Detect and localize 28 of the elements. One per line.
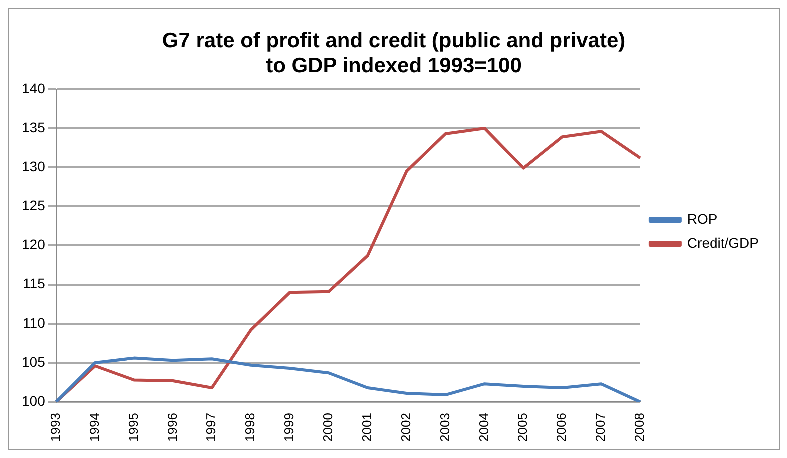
legend-label: Credit/GDP: [687, 234, 760, 251]
x-tick-label: 1999: [282, 413, 297, 442]
x-tick-label: 1993: [48, 413, 63, 442]
x-tick-label: 2005: [515, 413, 530, 442]
y-tick-label: 110: [23, 314, 46, 331]
x-tick-label: 2001: [359, 413, 374, 442]
x-tick-label: 1996: [164, 413, 180, 442]
y-tick-label: 100: [22, 392, 46, 409]
y-tick-label: 135: [22, 119, 46, 136]
x-tick-label: 2007: [593, 413, 608, 442]
x-tick-label: 1997: [204, 413, 219, 442]
y-tick-label: 105: [22, 354, 46, 370]
x-tick-label: 2008: [632, 413, 648, 442]
x-tick-label: 1994: [86, 413, 102, 442]
x-tick-label: 2000: [320, 413, 336, 442]
y-tick-label: 125: [22, 198, 46, 214]
y-tick-label: 140: [22, 80, 46, 96]
legend-label: ROP: [687, 210, 718, 227]
y-tick-label: 120: [22, 236, 46, 253]
chart-title: G7 rate of profit and credit (public and private) to GDP indexed 1993=100: [162, 29, 626, 78]
x-tick-label: 1995: [126, 413, 141, 442]
y-tick-label: 115: [23, 276, 46, 292]
x-tick-label: 2003: [437, 413, 452, 442]
x-tick-label: 2006: [554, 413, 570, 442]
x-tick-label: 2004: [476, 413, 492, 442]
x-tick-label: 2002: [398, 413, 414, 442]
y-tick-label: 130: [22, 158, 46, 174]
x-tick-label: 1998: [242, 413, 258, 442]
